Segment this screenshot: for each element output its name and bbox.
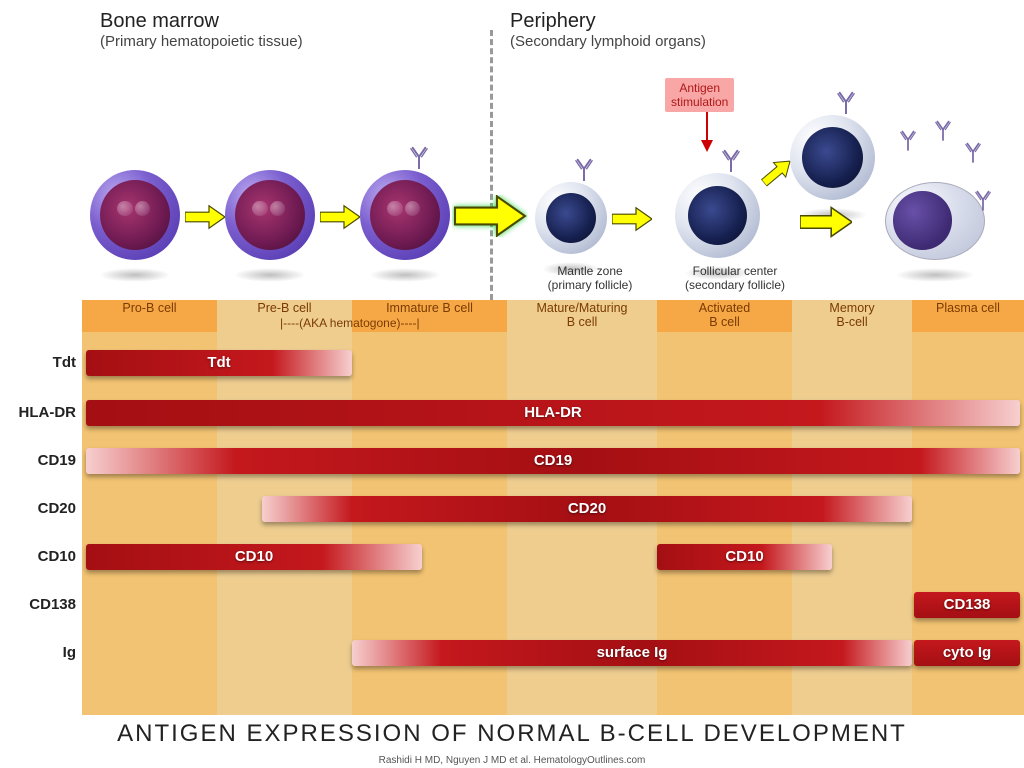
sub-label-follicular-center: Follicular center (secondary follicle) [665,264,805,293]
expression-bar-label: CD19 [86,448,1020,474]
expression-table: TdtHLA-DRCD19CD20CD10CD138Ig Pro-B cellP… [0,300,1024,715]
figure-title: ANTIGEN EXPRESSION OF NORMAL B-CELL DEVE… [0,720,1024,748]
row-label: CD138 [0,596,76,613]
region-subtitle: (Secondary lymphoid organs) [510,33,706,50]
expression-bar: surface Ig [352,640,912,666]
flow-arrow-icon [452,195,528,237]
column-header: Pro-B cell [82,300,217,332]
antigen-stimulation-arrow-icon [700,112,714,157]
expression-bar: CD10 [657,544,832,570]
row-label: CD10 [0,548,76,565]
cell-purple [90,170,180,260]
secreted-antibody-icon [900,130,916,156]
expression-bar-label: CD20 [262,496,912,522]
expression-bar: CD20 [262,496,912,522]
sub-label-mantle-zone: Mantle zone (primary follicle) [530,264,650,293]
column-header: Activated B cell [657,300,792,332]
column-header: Mature/Maturing B cell [507,300,657,332]
cell-gray [790,115,875,200]
receptor-icon [722,149,740,177]
secreted-antibody-icon [935,120,951,146]
cell-gray [535,182,607,254]
row-label: Ig [0,644,76,661]
receptor-icon [575,158,593,186]
figure-credit: Rashidi H MD, Nguyen J MD et al. Hematol… [0,755,1024,766]
aka-hematogone-label: |----(AKA hematogone)----| [280,316,420,330]
expression-grid: Pro-B cellPre-B cellImmature B cellMatur… [82,300,1024,715]
region-bone-marrow: Bone marrow (Primary hematopoietic tissu… [100,10,303,50]
expression-bar: cyto Ig [914,640,1020,666]
expression-bar: HLA-DR [86,400,1020,426]
expression-bar: CD19 [86,448,1020,474]
receptor-icon [410,146,428,174]
column-header: Memory B-cell [792,300,912,332]
expression-bar-label: cyto Ig [914,640,1020,666]
cells-diagram [0,70,1024,280]
cell-purple [225,170,315,260]
row-label: CD20 [0,500,76,517]
expression-bar: CD138 [914,592,1020,618]
secreted-antibody-icon [975,190,991,216]
expression-bar: CD10 [86,544,422,570]
expression-bar-label: CD10 [86,544,422,570]
expression-bar-label: surface Ig [352,640,912,666]
antigen-stimulation-label: Antigen stimulation [665,78,734,112]
column-header: Plasma cell [912,300,1024,332]
receptor-icon [837,91,855,119]
flow-arrow-icon [185,200,225,234]
cell-plasma [885,182,985,260]
expression-bar-label: CD138 [914,592,1020,618]
expression-bar-label: HLA-DR [86,400,1020,426]
expression-bar-label: Tdt [86,350,352,376]
region-periphery: Periphery (Secondary lymphoid organs) [510,10,706,50]
row-label: CD19 [0,452,76,469]
region-subtitle: (Primary hematopoietic tissue) [100,33,303,50]
region-title: Periphery [510,10,706,33]
region-title: Bone marrow [100,10,303,33]
cell-gray [675,173,760,258]
row-label: Tdt [0,354,76,371]
cell-purple [360,170,450,260]
expression-bar: Tdt [86,350,352,376]
flow-arrow-icon [800,202,852,242]
flow-arrow-icon [612,202,652,236]
expression-bar-label: CD10 [657,544,832,570]
row-label: HLA-DR [0,404,76,421]
flow-arrow-icon [320,200,360,234]
secreted-antibody-icon [965,142,981,168]
